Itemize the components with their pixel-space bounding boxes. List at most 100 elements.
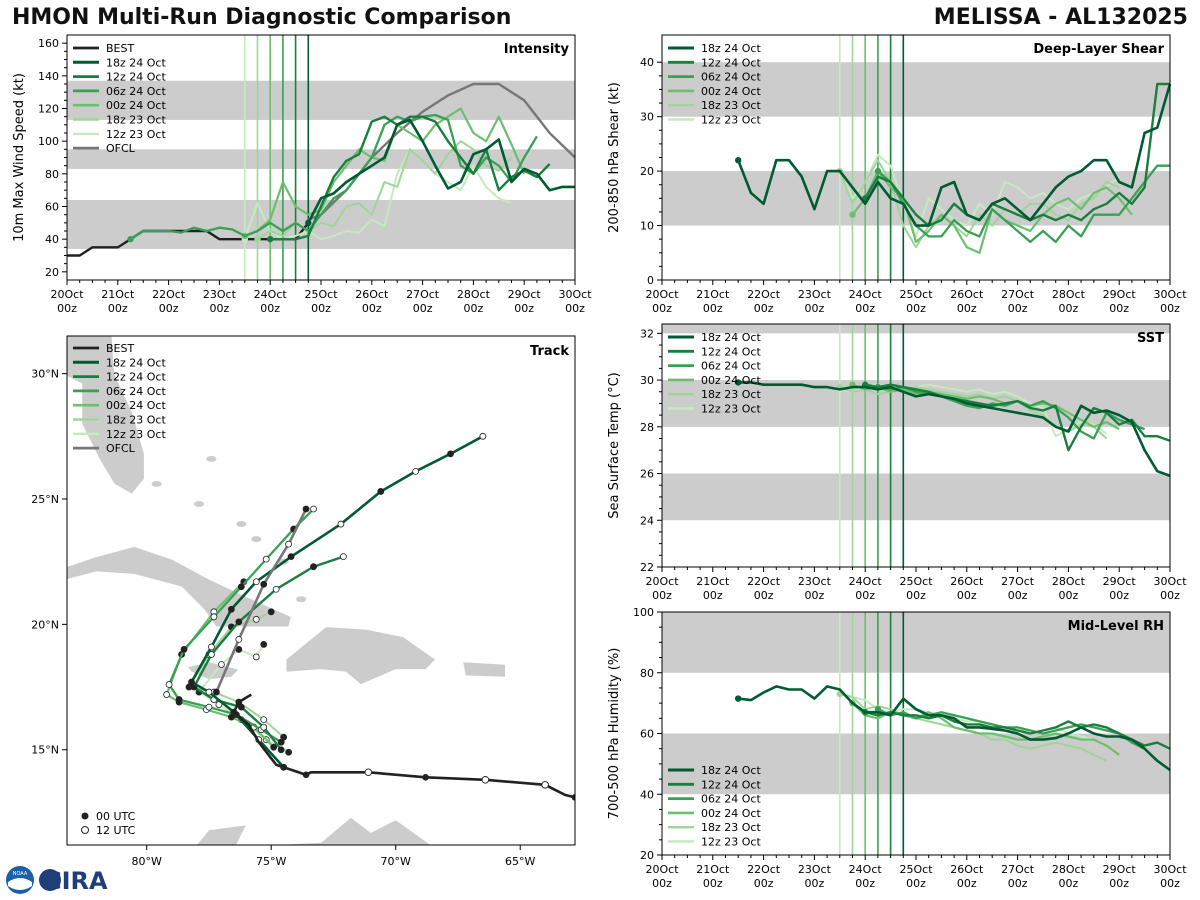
series-line-4 [838, 159, 1120, 249]
utc00-legend-marker [81, 812, 89, 820]
legend-label: 00z 24 Oct [106, 399, 166, 412]
x-tick-hour: 00z [514, 302, 534, 315]
logo-text: CIRA [44, 867, 108, 895]
legend-label: 06z 24 Oct [701, 793, 761, 806]
y-tick-label: 10 [640, 220, 654, 233]
x-tick-hour: 00z [652, 302, 672, 315]
x-tick-day: 27Oct [1001, 288, 1035, 301]
legend-label: 00z 24 Oct [701, 374, 761, 387]
x-tick-day: 29Oct [1103, 863, 1137, 876]
x-tick-hour: 00z [855, 589, 875, 602]
x-tick-day: 30Oct [1153, 863, 1187, 876]
bahamas-island [206, 455, 217, 462]
bahamas-island [296, 596, 307, 603]
x-tick-hour: 00z [1059, 302, 1079, 315]
x-tick-hour: 00z [855, 877, 875, 890]
series-start-marker [849, 211, 856, 218]
y-tick-label: 120 [38, 103, 59, 116]
x-tick-day: 22Oct [747, 863, 781, 876]
y-tick-label: 40 [640, 56, 654, 69]
x-tick-hour: 00z [1109, 589, 1129, 602]
x-tick-hour: 00z [565, 302, 585, 315]
series-start-marker [127, 235, 134, 243]
y-axis-label: Sea Surface Temp (°C) [607, 372, 622, 519]
x-tick-day: 26Oct [355, 288, 389, 301]
best-marker-00utc [571, 794, 575, 801]
cuba-landmass [67, 546, 292, 628]
x-tick-hour: 00z [957, 589, 977, 602]
legend-label: 00z 24 Oct [701, 85, 761, 98]
forecast-track-0 [189, 435, 484, 769]
y-tick-label: 40 [45, 233, 59, 246]
x-tick-hour: 00z [754, 589, 774, 602]
series-line-3 [244, 107, 526, 237]
series-line-1 [864, 82, 1170, 227]
noaa-wave-icon [8, 878, 32, 890]
storm-title: MELISSA - AL132025 [933, 5, 1188, 30]
threshold-band [662, 324, 1170, 334]
x-tick-day: 30Oct [1153, 575, 1187, 588]
track-marker [217, 661, 225, 668]
track-marker [260, 723, 268, 731]
legend-label: 12z 24 Oct [106, 71, 166, 84]
x-tick-hour: 00z [805, 302, 825, 315]
x-tick-hour: 00z [1109, 877, 1129, 890]
x-tick-day: 21Oct [101, 288, 135, 301]
south-america-landmass [233, 817, 483, 845]
x-tick-day: 26Oct [950, 288, 984, 301]
series-start-marker [735, 695, 742, 702]
track-marker [188, 678, 195, 686]
track-marker [310, 505, 317, 513]
legend-label: 06z 24 Oct [106, 85, 166, 98]
x-tick-day: 27Oct [406, 288, 440, 301]
panel-title: Track [530, 344, 569, 359]
series-start-marker [874, 706, 882, 713]
y-tick-label: 26 [640, 468, 654, 481]
x-tick-hour: 00z [906, 877, 926, 890]
track-marker [208, 643, 215, 651]
best-marker-00utc [280, 763, 287, 771]
lat-tick-label: 15°N [31, 744, 59, 757]
hispaniola-landmass [285, 626, 437, 685]
y-tick-label: 160 [38, 37, 59, 50]
legend-label: OFCL [106, 142, 136, 155]
x-tick-day: 23Oct [203, 288, 237, 301]
track-marker [337, 520, 345, 528]
y-tick-label: 28 [640, 421, 654, 434]
legend-label: 18z 24 Oct [106, 56, 166, 69]
series-start-marker [735, 157, 742, 164]
legend-label: 12z 23 Oct [106, 428, 166, 441]
x-tick-day: 20Oct [50, 288, 84, 301]
panel-title: Mid-Level RH [1068, 619, 1164, 634]
track-marker [287, 553, 295, 561]
series-line-1 [864, 711, 1171, 750]
y-tick-label: 0 [647, 274, 654, 287]
puerto-rico-landmass [462, 661, 506, 678]
x-tick-hour: 00z [1008, 302, 1028, 315]
best-track [232, 693, 575, 799]
x-tick-hour: 00z [57, 302, 77, 315]
x-tick-hour: 00z [754, 302, 774, 315]
track-marker [447, 450, 454, 458]
bahamas-island [251, 536, 262, 543]
panel-track: 80°W 75°W 70°W 65°W 15°N 20°N 25°N 30°N Track BES… [31, 335, 576, 868]
track-marker [277, 738, 285, 746]
x-tick-day: 28Oct [1052, 288, 1086, 301]
track-marker [260, 641, 268, 648]
bahamas-island [151, 480, 162, 487]
x-tick-day: 25Oct [899, 863, 933, 876]
x-tick-hour: 00z [703, 877, 723, 890]
best-marker-12utc [481, 776, 490, 784]
lon-tick-label: 70°W [381, 855, 411, 868]
track-marker [180, 646, 188, 653]
x-tick-hour: 00z [957, 302, 977, 315]
y-axis-label: 10m Max Wind Speed (kt) [12, 73, 27, 242]
x-tick-day: 26Oct [950, 575, 984, 588]
threshold-band [67, 80, 575, 120]
x-tick-hour: 00z [159, 302, 179, 315]
x-tick-hour: 00z [906, 302, 926, 315]
x-tick-day: 28Oct [1052, 575, 1086, 588]
track-marker [205, 688, 213, 696]
x-tick-day: 27Oct [1001, 863, 1035, 876]
y-tick-label: 60 [45, 201, 59, 214]
